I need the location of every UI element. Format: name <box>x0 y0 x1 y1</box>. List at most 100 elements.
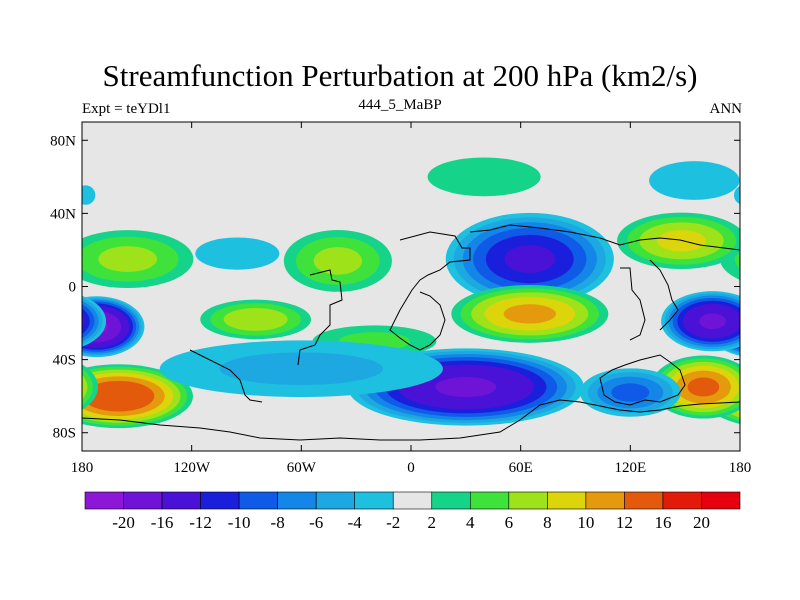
contour-level <box>82 185 96 205</box>
colorbar-swatch <box>123 491 163 510</box>
colorbar-label: -8 <box>271 513 285 532</box>
x-tick-label: 60W <box>287 460 317 476</box>
coastline <box>82 224 740 441</box>
colorbar-swatch <box>238 491 278 510</box>
contour-blob-Tibet-low <box>445 212 614 306</box>
x-tick-label: 0 <box>407 460 415 476</box>
colorbar-label: -12 <box>189 513 212 532</box>
contour-blob-SE-Pacific-low-east <box>41 291 740 352</box>
coastline-antarctica <box>82 399 740 441</box>
colorbar-swatch <box>277 491 317 510</box>
colorbar-label: 12 <box>616 513 633 532</box>
colorbar-label: -2 <box>386 513 400 532</box>
contour-level <box>649 161 740 200</box>
colorbar-swatch <box>161 491 201 510</box>
contour-level-wrap <box>741 381 800 412</box>
x-tick-label: 180 <box>71 460 94 476</box>
colorbar-label: 10 <box>577 513 594 532</box>
coastline-eurasia <box>469 224 740 251</box>
colorbar-label: 8 <box>543 513 552 532</box>
colorbar-swatch <box>315 491 356 510</box>
chart-title: Streamfunction Perturbation at 200 hPa (… <box>102 58 698 93</box>
colorbar-swatch <box>431 491 471 510</box>
contour-level <box>219 352 384 386</box>
contour-level <box>223 307 288 331</box>
coastline-southeast-asia <box>649 259 679 331</box>
contour-level <box>504 245 556 274</box>
colorbar-label: -6 <box>309 513 323 532</box>
colorbar-label: -20 <box>112 513 135 532</box>
contour-blob-SE-Indian-low <box>579 368 681 417</box>
colorbar-swatch <box>585 491 625 510</box>
x-tick-label: 120W <box>173 460 211 476</box>
contour-level <box>82 380 155 412</box>
contour-level <box>195 237 280 270</box>
colorbar-label: -10 <box>228 513 251 532</box>
contour-blob-NE-Pacific-center <box>82 230 800 289</box>
x-tick-label: 60E <box>509 460 533 476</box>
contour-level-wrap <box>82 374 88 400</box>
contour-level-wrap <box>41 313 68 329</box>
colorbar-label: 2 <box>428 513 437 532</box>
contour-field <box>0 122 800 451</box>
x-axis: 180 120W 60W 0 60E 120E 180 <box>71 122 752 476</box>
contour-level <box>98 246 158 273</box>
contour-blob-Asia-north-high <box>427 157 541 197</box>
contour-level-wrap <box>82 314 85 328</box>
contour-blob-Australia-high <box>10 355 740 419</box>
colorbar-label: -16 <box>151 513 174 532</box>
experiment-label: Expt = teYDl1 <box>82 101 171 117</box>
colorbar-swatch <box>508 491 548 510</box>
contour-level <box>435 377 497 398</box>
contour-level-wrap <box>82 368 93 406</box>
contour-level <box>313 247 363 275</box>
case-label: 444_5_MaBP <box>358 97 442 113</box>
contour-level-wrap <box>730 384 740 409</box>
contour-level-wrap <box>756 246 800 272</box>
y-tick-label: 0 <box>69 280 77 296</box>
colorbar-swatch <box>392 491 433 510</box>
contour-level-wrap <box>744 320 766 334</box>
season-label: ANN <box>709 101 743 117</box>
contour-level-wrap <box>734 249 740 269</box>
contour-level-wrap <box>0 161 82 200</box>
colorbar-swatch <box>200 491 240 510</box>
colorbar-swatch <box>662 491 702 510</box>
contour-blob-Indian-high <box>451 284 609 343</box>
contour-level <box>503 304 556 324</box>
contour-level <box>427 157 541 197</box>
colorbar: -20 -16 -12 -10 -8 -6 -4 -2 2 4 6 8 10 12 16 20 <box>84 491 741 532</box>
y-tick-label: 80N <box>50 133 76 149</box>
contour-blob-central-Pacific-low <box>195 237 280 270</box>
colorbar-label: 6 <box>505 513 514 532</box>
colorbar-label: 4 <box>466 513 475 532</box>
y-tick-label: 40N <box>50 206 76 222</box>
contour-level-wrap <box>18 371 73 404</box>
y-tick-label: 40S <box>53 353 76 369</box>
coastline-north-america <box>189 349 263 403</box>
x-tick-label: 120E <box>614 460 646 476</box>
x-tick-label: 180 <box>729 460 752 476</box>
contour-level-wrap <box>10 366 81 409</box>
colorbar-swatch <box>354 491 394 510</box>
colorbar-label: -4 <box>348 513 363 532</box>
contour-level <box>687 377 720 397</box>
contour-level-wrap <box>82 308 90 335</box>
coastline-australia <box>599 354 686 406</box>
contour-level-wrap <box>733 186 740 205</box>
coastline-africa <box>389 231 471 351</box>
coastline-south-america <box>297 269 343 366</box>
colorbar-swatch <box>547 491 587 510</box>
colorbar-swatch <box>84 491 124 510</box>
colorbar-swatch <box>624 491 664 510</box>
contour-blob-S-Pacific-low-belt <box>159 340 443 398</box>
colorbar-label: 16 <box>654 513 671 532</box>
contour-level <box>611 383 650 402</box>
contour-blob-S-Pacific-high <box>200 299 312 340</box>
y-axis: 80N 40N 0 40S 80S <box>50 133 740 442</box>
colorbar-label: 20 <box>693 513 710 532</box>
contour-blob-NE-Asia-high <box>0 161 740 200</box>
contour-level <box>699 313 726 329</box>
contour-blob-N-Pacific-upper <box>82 185 740 205</box>
